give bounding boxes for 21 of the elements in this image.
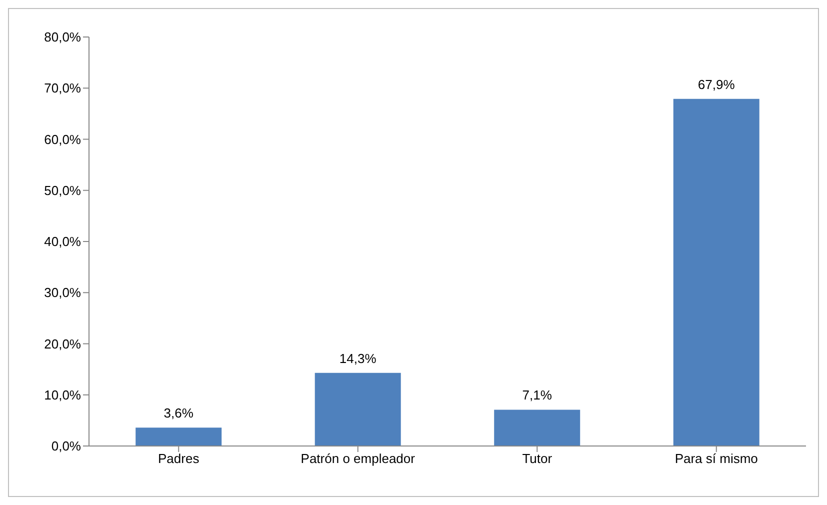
data-label: 67,9% [698, 76, 736, 92]
x-tick-label: Patrón o empleador [300, 451, 416, 466]
y-tick-label: 10,0% [44, 387, 82, 402]
data-label: 3,6% [164, 406, 194, 421]
y-tick-label: 70,0% [44, 80, 82, 96]
y-tick-label: 50,0% [44, 182, 82, 198]
y-tick-label: 30,0% [44, 285, 82, 300]
y-tick-label: 20,0% [44, 336, 82, 352]
x-tick-label: Para sí mismo [674, 451, 758, 466]
y-tick-label: 60,0% [44, 132, 82, 147]
y-tick-label: 0,0% [51, 438, 82, 454]
data-label: 14,3% [339, 350, 377, 366]
bar [136, 428, 222, 446]
data-label: 7,1% [522, 388, 552, 403]
bar [314, 372, 401, 446]
y-tick-label: 80,0% [44, 30, 82, 45]
x-tick-label: Tutor [522, 451, 553, 466]
x-tick-label: Padres [158, 451, 200, 466]
y-tick-label: 40,0% [44, 234, 82, 250]
bar [494, 410, 580, 446]
bar [673, 98, 760, 446]
